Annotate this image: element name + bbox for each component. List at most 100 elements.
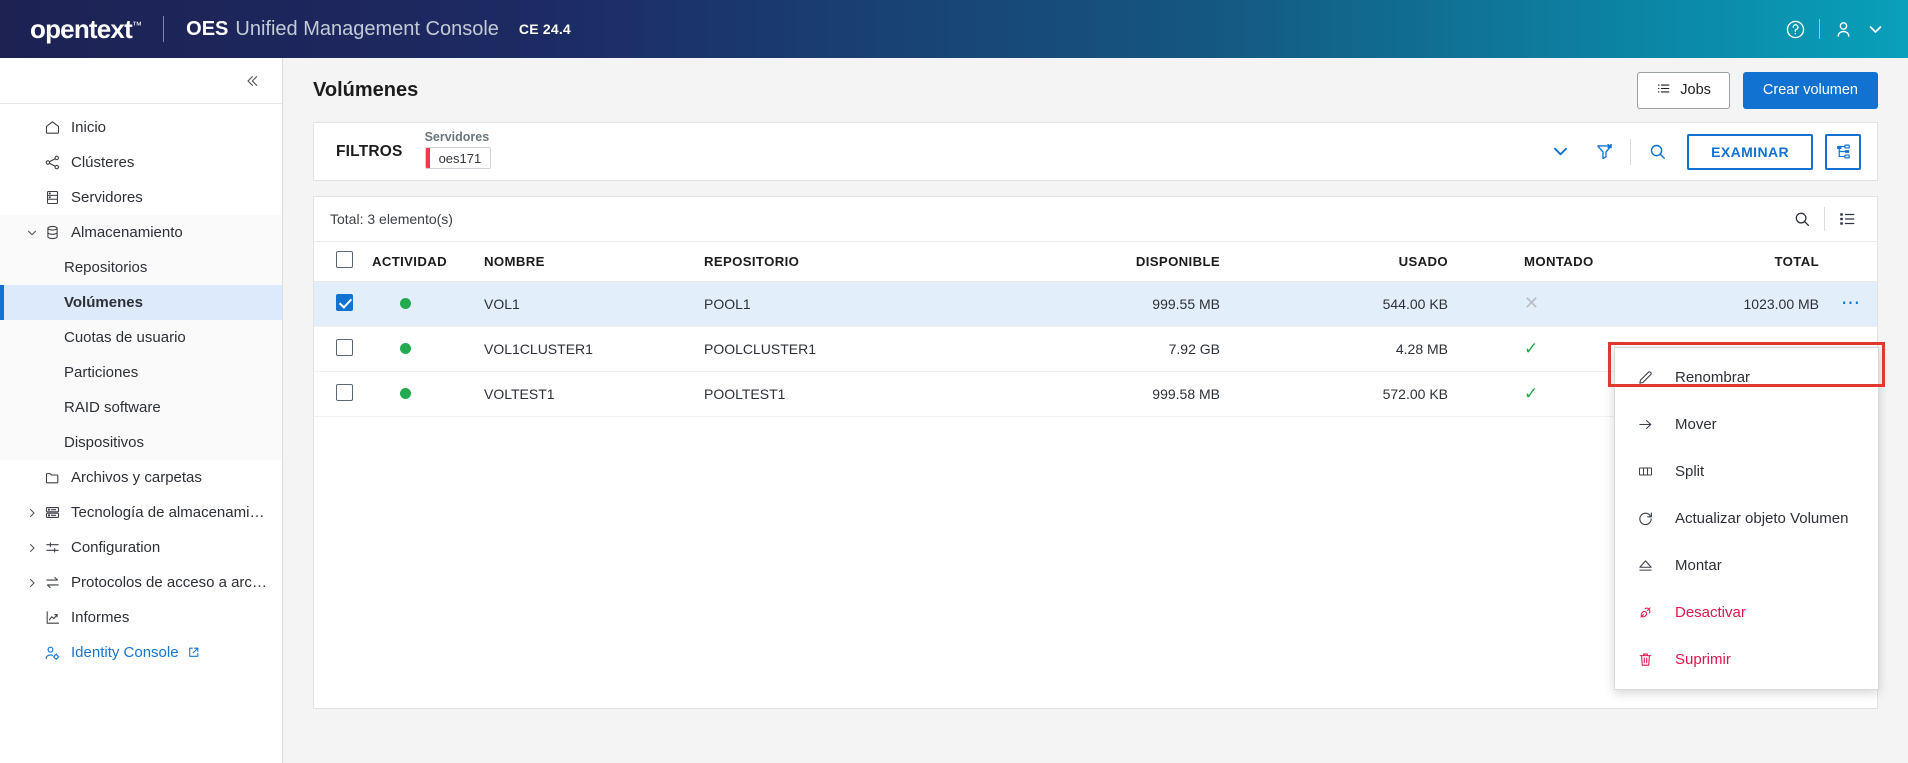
sidebar-item-label: Repositorios	[64, 259, 148, 276]
sidebar-item-label: Clústeres	[71, 154, 135, 171]
filters-expand-chevron-down-icon[interactable]	[1538, 132, 1582, 172]
header-total[interactable]: TOTAL⋯	[1714, 242, 1877, 282]
row-nombre: VOLTEST1	[484, 371, 704, 417]
sidebar-item-raid-software[interactable]: RAID software	[0, 390, 282, 425]
row-usado: 544.00 KB	[1264, 281, 1494, 327]
context-menu-label: Desactivar	[1675, 604, 1746, 621]
context-menu-label: Actualizar objeto Volumen	[1675, 510, 1849, 527]
page-title: Volúmenes	[313, 78, 419, 101]
opentext-logo: opentext™	[30, 14, 142, 45]
header-actividad[interactable]: ACTIVIDAD	[372, 242, 484, 282]
context-menu-label: Suprimir	[1675, 651, 1731, 668]
page-header-actions: Jobs Crear volumen	[1637, 71, 1878, 109]
context-menu-item-split[interactable]: Split	[1615, 448, 1878, 495]
sidebar-item-label: Configuration	[71, 539, 161, 556]
sidebar-item-cuotas-de-usuario[interactable]: Cuotas de usuario	[0, 320, 282, 355]
row-checkbox[interactable]	[336, 293, 353, 311]
context-menu-item-renombrar[interactable]: Renombrar	[1615, 354, 1878, 401]
brand-trademark: ™	[131, 19, 142, 31]
header-montado[interactable]: MONTADO	[1494, 242, 1714, 282]
chevron-right-icon[interactable]	[24, 577, 40, 589]
row-nombre: VOL1	[484, 281, 704, 327]
app-name: OES	[186, 17, 229, 40]
filter-remove-icon[interactable]	[1582, 132, 1626, 172]
exchange-icon	[40, 574, 64, 591]
table-row[interactable]: VOL1CLUSTER1 POOLCLUSTER1 7.92 GB 4.28 M…	[314, 326, 1877, 372]
sidebar-item-label: RAID software	[64, 399, 161, 416]
sidebar-item-servidores[interactable]: Servidores	[0, 180, 282, 215]
sidebar-item-particiones[interactable]: Particiones	[0, 355, 282, 390]
context-menu-item-suprimir[interactable]: Suprimir	[1615, 636, 1878, 683]
sidebar-item-inicio[interactable]: Inicio	[0, 110, 282, 145]
context-menu-label: Montar	[1675, 557, 1722, 574]
table-body: VOL1 POOL1 999.55 MB 544.00 KB ✕ 1023.00…	[314, 281, 1877, 417]
row-checkbox[interactable]	[336, 383, 353, 401]
header-nombre[interactable]: NOMBRE	[484, 242, 704, 282]
context-menu-item-desactivar[interactable]: Desactivar	[1615, 589, 1878, 636]
context-menu-item-actualizar-objeto-volumen[interactable]: Actualizar objeto Volumen	[1615, 495, 1878, 542]
chevron-right-icon[interactable]	[24, 542, 40, 554]
page-header: Volúmenes Jobs Crear volumen	[283, 58, 1908, 122]
row-actions-kebab-icon[interactable]: ⋯	[1841, 293, 1861, 314]
row-nombre: VOL1CLUSTER1	[484, 326, 704, 372]
row-repositorio: POOLTEST1	[704, 371, 1004, 417]
row-checkbox[interactable]	[336, 338, 353, 356]
examinar-button[interactable]: EXAMINAR	[1687, 133, 1813, 170]
home-icon	[40, 119, 64, 136]
user-icon[interactable]	[1833, 19, 1854, 40]
header-usado[interactable]: USADO	[1264, 242, 1494, 282]
sidebar-item-identity-console[interactable]: Identity Console	[0, 635, 282, 670]
table-toolbar: Total: 3 elemento(s)	[314, 197, 1877, 242]
jobs-button[interactable]: Jobs	[1637, 71, 1730, 109]
select-all-checkbox[interactable]	[336, 251, 353, 269]
status-dot-icon	[400, 342, 411, 354]
sidebar-item-clusteres[interactable]: Clústeres	[0, 145, 282, 180]
row-disponible: 999.58 MB	[1004, 371, 1264, 417]
sidebar-item-dispositivos[interactable]: Dispositivos	[0, 425, 282, 460]
row-montado: ✕	[1494, 281, 1714, 327]
chevron-down-icon[interactable]	[24, 227, 40, 239]
chevron-right-icon[interactable]	[24, 507, 40, 519]
filters-label: FILTROS	[336, 142, 403, 160]
tree-view-icon[interactable]	[1825, 133, 1861, 170]
app-version: CE 24.4	[518, 21, 571, 37]
sidebar-item-repositorios[interactable]: Repositorios	[0, 250, 282, 285]
sidebar-item-protocolos-de-acceso-a-archivos[interactable]: Protocolos de acceso a archivos	[0, 565, 282, 600]
help-circle-icon[interactable]	[1785, 19, 1806, 40]
sidebar-item-label: Tecnología de almacenamiento	[71, 505, 267, 520]
row-usado: 572.00 KB	[1264, 371, 1494, 417]
sidebar-item-almacenamiento[interactable]: Almacenamiento	[0, 215, 282, 250]
external-link-icon	[187, 646, 200, 659]
table-search-icon[interactable]	[1780, 199, 1824, 239]
header-repositorio[interactable]: REPOSITORIO	[704, 242, 1004, 282]
column-settings-icon[interactable]	[1825, 199, 1869, 239]
cluster-icon	[40, 154, 64, 171]
header-total-label: TOTAL	[1774, 253, 1819, 269]
create-volume-button[interactable]: Crear volumen	[1742, 71, 1878, 109]
status-dot-icon	[400, 297, 411, 309]
sidebar-item-configuration[interactable]: Configuration	[0, 530, 282, 565]
context-menu-item-mover[interactable]: Mover	[1615, 401, 1878, 448]
search-icon[interactable]	[1635, 132, 1679, 172]
chevron-down-icon[interactable]	[1867, 21, 1884, 38]
filters-panel: FILTROS Servidores oes171	[313, 122, 1878, 181]
table-row[interactable]: VOLTEST1 POOLTEST1 999.58 MB 572.00 KB ✓	[314, 371, 1877, 417]
sidebar-item-volumenes[interactable]: Volúmenes	[0, 285, 282, 320]
row-actividad	[372, 326, 484, 372]
sidebar-item-archivos-y-carpetas[interactable]: Archivos y carpetas	[0, 460, 282, 495]
sidebar-item-tecnologia-de-almacenamiento[interactable]: Tecnología de almacenamiento	[0, 495, 282, 530]
storage-tech-icon	[40, 504, 64, 521]
not-mounted-x-icon: ✕	[1524, 293, 1540, 313]
sidebar-item-label: Volúmenes	[64, 294, 143, 311]
sidebar-collapse-button[interactable]	[0, 58, 282, 104]
row-actividad	[372, 281, 484, 327]
table-row[interactable]: VOL1 POOL1 999.55 MB 544.00 KB ✕ 1023.00…	[314, 281, 1877, 327]
context-menu-item-montar[interactable]: Montar	[1615, 542, 1878, 589]
header-divider	[1819, 19, 1820, 39]
row-actividad	[372, 371, 484, 417]
header-disponible[interactable]: DISPONIBLE	[1004, 242, 1264, 282]
filter-chip-oes171[interactable]: oes171	[424, 147, 492, 169]
trash-icon	[1637, 651, 1665, 668]
sidebar-item-informes[interactable]: Informes	[0, 600, 282, 635]
double-chevron-left-icon	[247, 75, 258, 86]
